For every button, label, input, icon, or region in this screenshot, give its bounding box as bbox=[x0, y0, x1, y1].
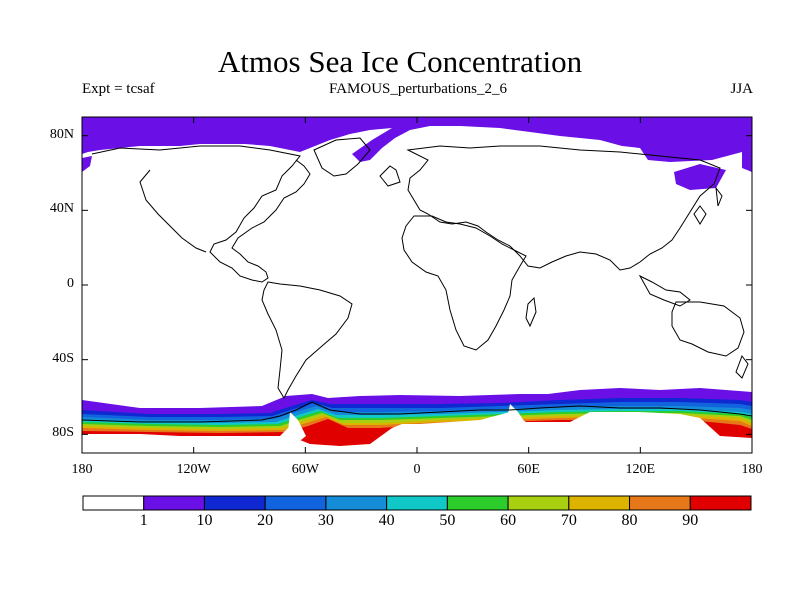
colorbar-swatch-2 bbox=[203, 495, 266, 511]
lat-tick-label: 0 bbox=[67, 276, 74, 291]
colorbar-swatch-6 bbox=[446, 495, 509, 511]
axis-ticks bbox=[81, 117, 753, 453]
colorbar-level-label: 60 bbox=[500, 512, 517, 529]
colorbar-level-label: 70 bbox=[560, 512, 577, 529]
lat-tick-label: 80N bbox=[49, 126, 74, 142]
lat-tick-label: 40N bbox=[49, 201, 74, 217]
lon-tick-label: 0 bbox=[413, 462, 421, 477]
lon-tick-label: 120E bbox=[625, 462, 656, 477]
experiment-label: Expt = tcsaf bbox=[82, 81, 155, 97]
colorbar bbox=[82, 495, 752, 511]
coastlines bbox=[81, 137, 753, 423]
lat-tick-label: 40S bbox=[52, 350, 74, 366]
lat-tick-label: 80S bbox=[52, 425, 74, 441]
colorbar-swatch-0 bbox=[82, 495, 145, 511]
colorbar-swatch-7 bbox=[507, 495, 570, 511]
lon-tick-label: 180 bbox=[71, 462, 93, 477]
lon-tick-label: 60E bbox=[517, 462, 540, 477]
arctic-sea-ice bbox=[82, 117, 752, 190]
lon-tick-label: 180 bbox=[741, 462, 763, 477]
colorbar-level-label: 40 bbox=[378, 512, 395, 529]
antarctic-sea-ice bbox=[82, 388, 752, 453]
colorbar-swatch-4 bbox=[325, 495, 388, 511]
colorbar-level-label: 20 bbox=[257, 512, 274, 529]
season-label: JJA bbox=[730, 81, 753, 97]
colorbar-level-label: 30 bbox=[317, 512, 334, 529]
lon-tick-label: 120W bbox=[176, 462, 211, 477]
lon-tick-label: 60W bbox=[291, 462, 319, 477]
colorbar-swatch-10 bbox=[689, 495, 752, 511]
colorbar-level-label: 10 bbox=[196, 512, 213, 529]
colorbar-swatch-3 bbox=[264, 495, 327, 511]
colorbar-level-label: 50 bbox=[439, 512, 456, 529]
colorbar-swatch-1 bbox=[143, 495, 205, 511]
colorbar-swatch-8 bbox=[568, 495, 631, 511]
colorbar-level-label: 90 bbox=[682, 512, 699, 529]
colorbar-level-label: 80 bbox=[621, 512, 638, 529]
colorbar-swatch-5 bbox=[386, 495, 448, 511]
map-plot-area bbox=[81, 116, 753, 454]
map-title: Atmos Sea Ice Concentration bbox=[217, 44, 583, 79]
colorbar-level-label: 1 bbox=[139, 512, 148, 529]
colorbar-swatch-9 bbox=[629, 495, 691, 511]
run-label: FAMOUS_perturbations_2_6 bbox=[328, 81, 508, 97]
